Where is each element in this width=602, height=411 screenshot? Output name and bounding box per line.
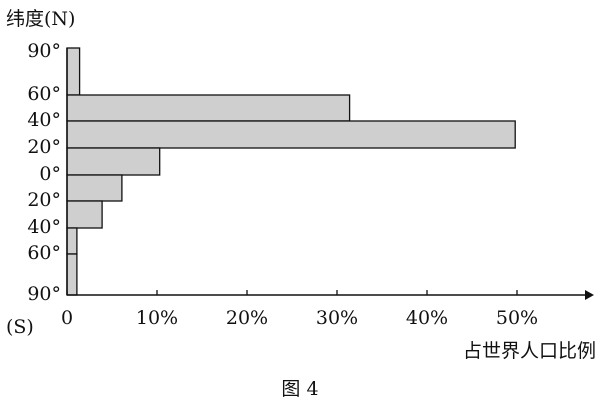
bar (66, 47, 81, 96)
x-tick-label: 40% (406, 307, 448, 329)
y-tick-label: 60° (27, 242, 61, 264)
x-tick-label: 10% (136, 307, 178, 329)
y-axis-title-bottom: (S) (6, 316, 34, 338)
x-tick-label: 30% (316, 307, 358, 329)
y-tick-label: 60° (27, 83, 61, 105)
y-tick-label: 90° (27, 283, 61, 305)
x-axis-title: 占世界人口比例 (463, 340, 596, 362)
y-tick-label: 40° (27, 109, 61, 131)
bar (66, 227, 78, 255)
x-tick-label: 0 (61, 307, 73, 329)
y-tick-label: 20° (27, 136, 61, 158)
bar (66, 174, 123, 202)
bar (66, 253, 78, 296)
bar (66, 200, 103, 229)
bar (66, 94, 351, 122)
y-tick-label: 20° (27, 189, 61, 211)
y-axis-title: 纬度(N) (6, 8, 75, 30)
y-tick-label: 0° (39, 163, 61, 185)
x-tick-label: 20% (226, 307, 268, 329)
x-tick-label: 50% (496, 307, 538, 329)
bar (66, 120, 516, 149)
bar (66, 147, 161, 176)
x-axis-arrow (585, 290, 594, 300)
y-tick-label: 40° (27, 216, 61, 238)
caption: 图 4 (281, 378, 318, 400)
y-tick-label: 90° (27, 40, 61, 62)
